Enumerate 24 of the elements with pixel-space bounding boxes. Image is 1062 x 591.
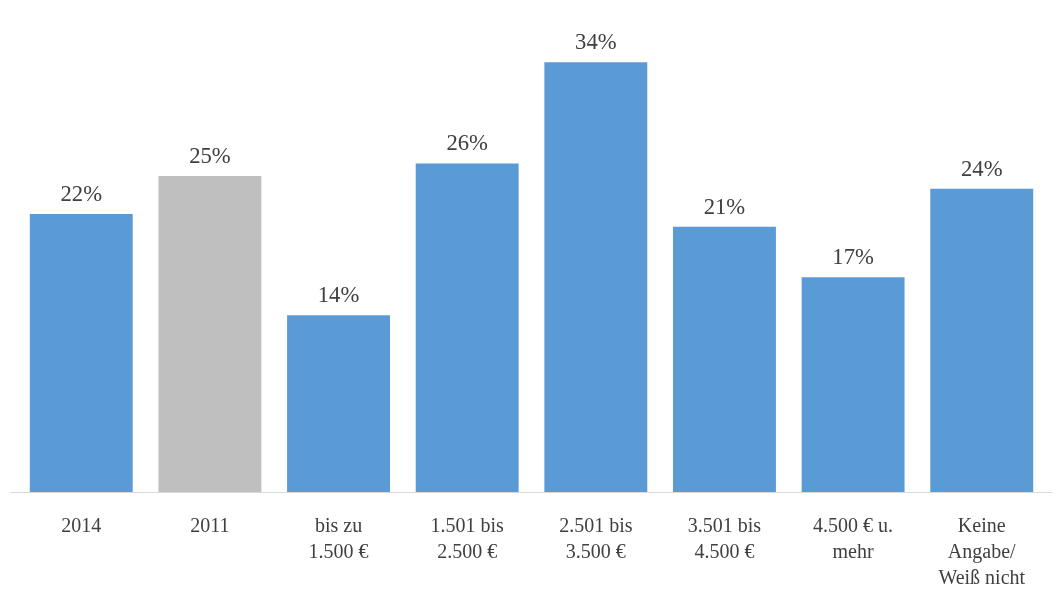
data-label: 34% <box>575 29 617 55</box>
bar <box>287 315 390 493</box>
data-label: 26% <box>446 130 489 156</box>
data-label: 21% <box>703 193 746 219</box>
bar <box>930 188 1034 493</box>
x-tick-label: 2014 <box>61 513 102 536</box>
x-tick-label: 4.500 € u. mehr <box>813 513 894 562</box>
bar <box>673 226 776 493</box>
x-tick-label: bis zu 1.500 € <box>308 513 369 562</box>
x-tick-label: 3.501 bis 4.500 € <box>687 513 762 562</box>
x-tick-label: Keine Angabe/ Weiß nicht <box>938 513 1026 589</box>
x-tick-label: 2011 <box>190 513 230 536</box>
bar <box>158 176 262 493</box>
data-label: 17% <box>832 244 874 270</box>
bar <box>29 214 133 493</box>
x-tick-label: 2.501 bis 3.500 € <box>559 513 633 562</box>
data-label: 24% <box>960 155 1003 181</box>
data-label: 25% <box>189 143 231 169</box>
x-tick-label: 1.501 bis 2.500 € <box>430 513 505 562</box>
bar <box>415 163 519 493</box>
data-label: 14% <box>317 282 360 308</box>
bar <box>544 62 648 493</box>
data-label: 22% <box>60 181 103 207</box>
bar <box>801 277 905 493</box>
